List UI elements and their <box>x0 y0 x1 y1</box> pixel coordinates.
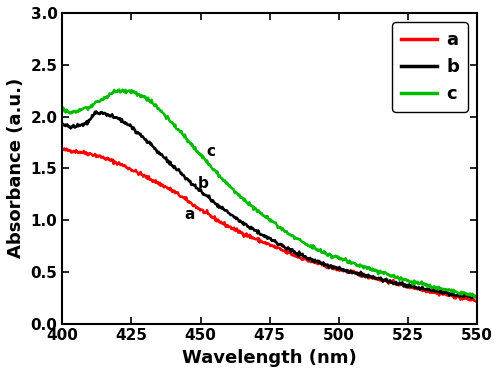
Legend: a, b, c: a, b, c <box>392 22 468 112</box>
Text: b: b <box>198 176 208 191</box>
Y-axis label: Absorbance (a.u.): Absorbance (a.u.) <box>7 78 25 258</box>
Text: c: c <box>206 144 215 159</box>
Text: a: a <box>184 207 194 222</box>
X-axis label: Wavelength (nm): Wavelength (nm) <box>182 349 357 367</box>
